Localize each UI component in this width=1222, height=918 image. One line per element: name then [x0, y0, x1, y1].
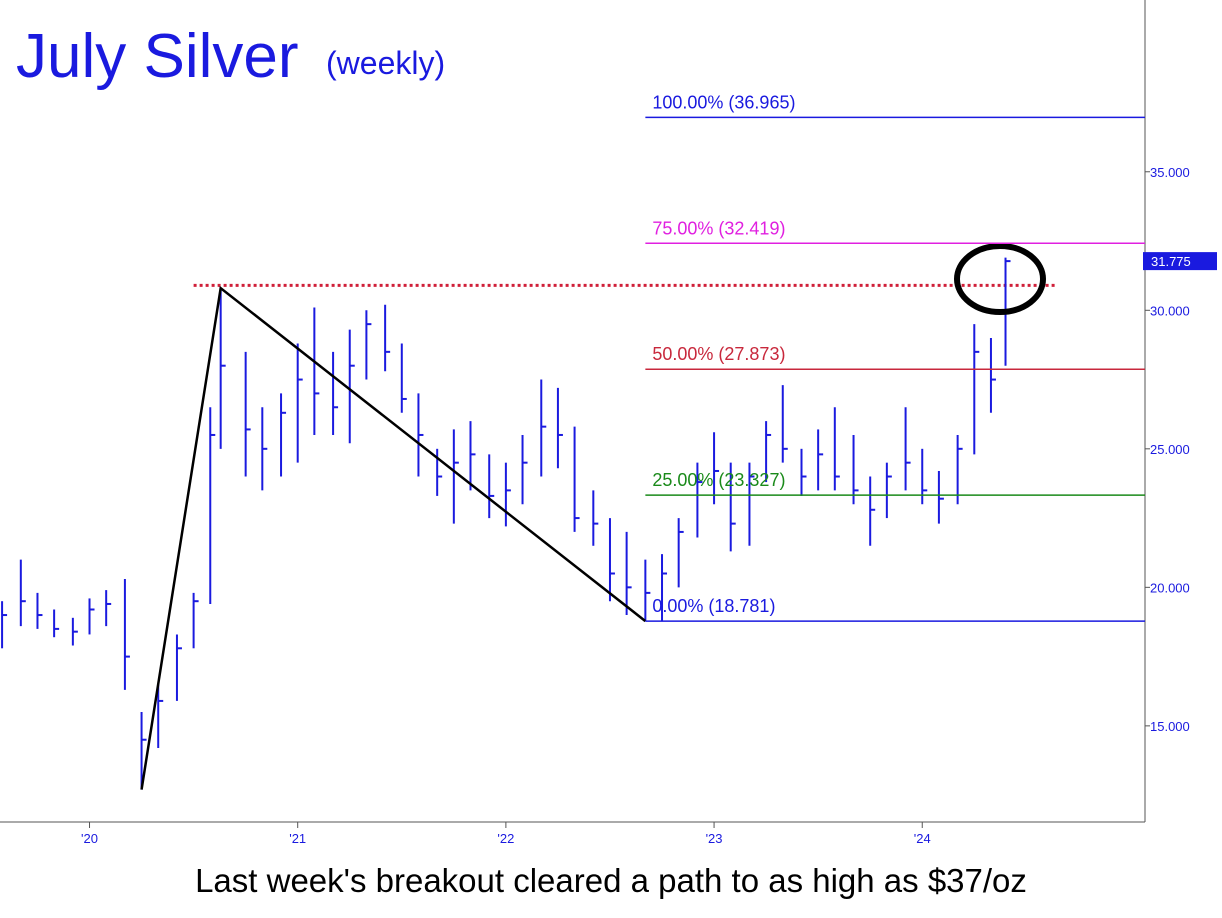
y-tick-label: 20.000 — [1150, 580, 1190, 595]
x-tick-label: '23 — [706, 831, 723, 846]
y-tick-label: 15.000 — [1150, 719, 1190, 734]
x-tick-label: '21 — [289, 831, 306, 846]
chart-subtitle: (weekly) — [326, 45, 445, 81]
fib-level-label: 0.00% (18.781) — [652, 596, 775, 616]
fib-level-label: 75.00% (32.419) — [652, 218, 785, 238]
x-tick-label: '20 — [81, 831, 98, 846]
caption: Last week's breakout cleared a path to a… — [195, 862, 1027, 899]
fib-level-label: 100.00% (36.965) — [652, 92, 795, 112]
swing-line — [140, 285, 647, 790]
chart-title: July Silver — [16, 22, 299, 91]
x-tick-label: '22 — [497, 831, 514, 846]
fib-level-label: 50.00% (27.873) — [652, 344, 785, 364]
y-tick-label: 25.000 — [1150, 442, 1190, 457]
highlight-ellipse — [954, 243, 1046, 315]
fib-level-label: 25.00% (23.327) — [652, 470, 785, 490]
x-tick-label: '24 — [914, 831, 931, 846]
last-price-label: 31.775 — [1151, 254, 1191, 269]
last-price-box — [1143, 252, 1217, 271]
y-tick-label: 30.000 — [1150, 303, 1190, 318]
y-tick-label: 35.000 — [1150, 165, 1190, 180]
